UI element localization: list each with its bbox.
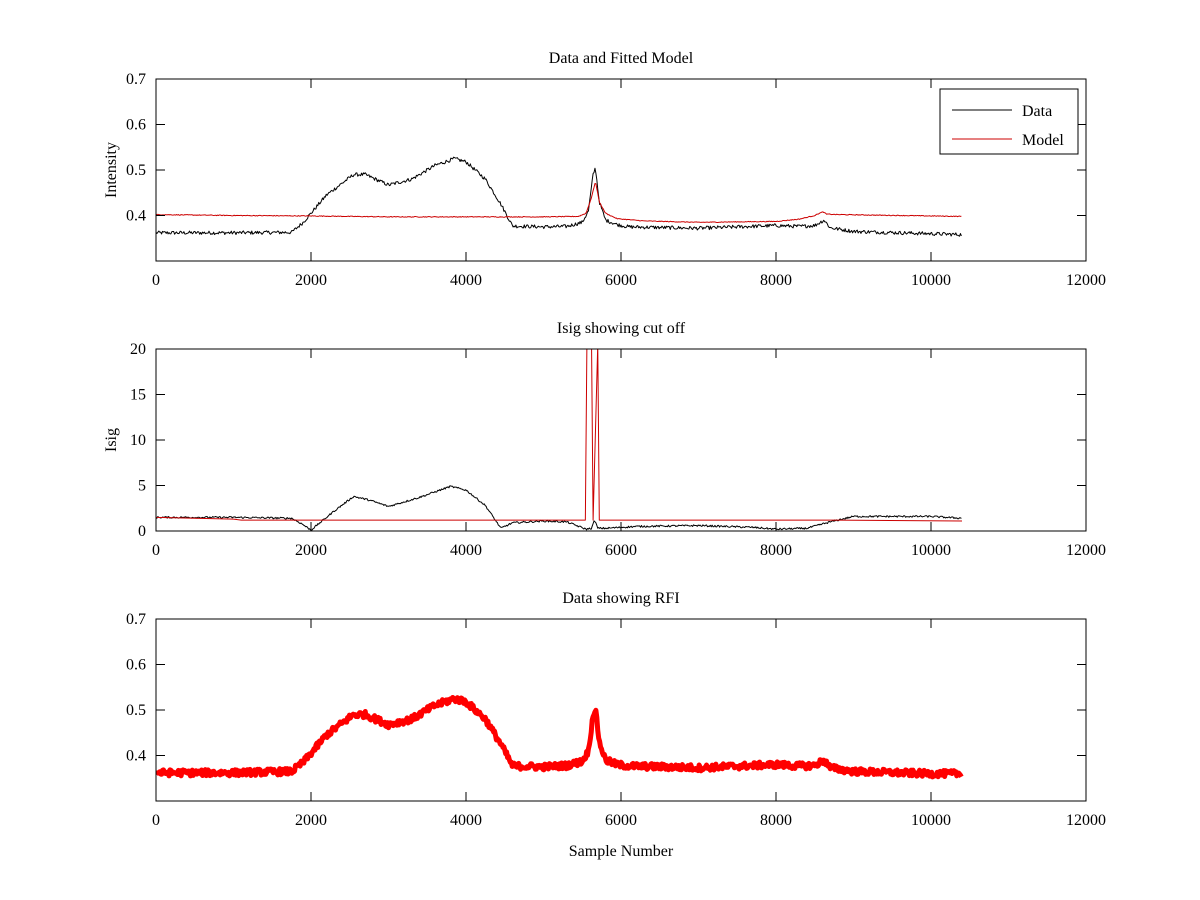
y-tick-label: 0.5 — [126, 162, 146, 179]
y-tick-label: 0.6 — [126, 117, 146, 134]
legend-label-model: Model — [1022, 132, 1064, 149]
subplot-3: 0 2000 4000 6000 8000 10000 12000 0.4 0.5 0.6 0.7 D… — [126, 590, 1106, 860]
series-data-line — [156, 156, 962, 237]
legend-label-data: Data — [1022, 103, 1052, 120]
x-tick-label: 10000 — [911, 812, 951, 829]
x-tick-label: 10000 — [911, 542, 951, 559]
subplot-2: 0 2000 4000 6000 8000 10000 12000 0 5 10 15 20 Isig … — [103, 320, 1106, 559]
x-tick-label: 6000 — [605, 812, 637, 829]
y-axis-label: Intensity — [103, 142, 120, 198]
subplot-title: Isig showing cut off — [557, 320, 686, 337]
x-tick-label: 12000 — [1066, 542, 1106, 559]
y-tick-label: 0.5 — [126, 702, 146, 719]
y-tick-label: 10 — [130, 432, 146, 449]
x-tick-label: 2000 — [295, 272, 327, 289]
y-tick-label: 15 — [130, 387, 146, 404]
x-axis-label: Sample Number — [569, 843, 674, 860]
subplots: 0 2000 4000 6000 8000 10000 120000.40.50.60.7D… — [103, 50, 1106, 860]
y-tick-label: 0.4 — [126, 208, 146, 225]
x-tick-label: 6000 — [605, 542, 637, 559]
x-tick-label: 2000 — [295, 812, 327, 829]
y-tick-label: 5 — [138, 478, 146, 495]
subplot-title: Data and Fitted Model — [549, 50, 694, 67]
x-tick-label: 12000 — [1066, 272, 1106, 289]
x-tick-label: 8000 — [760, 542, 792, 559]
subplot-1: 0 2000 4000 6000 8000 10000 12000 0.4 0.5 0.6 0.7 D… — [103, 50, 1106, 289]
y-tick-label: 0.6 — [126, 657, 146, 674]
series-rfi-line — [156, 694, 964, 780]
legend-box — [939, 88, 1079, 155]
x-tick-label: 6000 — [605, 272, 637, 289]
y-tick-label: 0.7 — [126, 611, 146, 628]
x-tick-label: 0 — [152, 542, 160, 559]
x-tick-label: 2000 — [295, 542, 327, 559]
y-tick-label: 0.4 — [126, 748, 146, 765]
x-tick-label: 4000 — [450, 542, 482, 559]
x-tick-label: 0 — [152, 272, 160, 289]
legend: Data Model — [939, 88, 1079, 155]
series-model-line — [156, 183, 962, 223]
series-isig-line — [156, 485, 962, 531]
y-axis-label: Isig — [103, 428, 120, 452]
y-tick-label: 0.7 — [126, 71, 146, 88]
x-tick-label: 12000 — [1066, 812, 1106, 829]
x-tick-label: 8000 — [760, 272, 792, 289]
x-tick-label: 0 — [152, 812, 160, 829]
series-cut-off-line — [156, 349, 963, 522]
y-tick-label: 0 — [138, 523, 146, 540]
x-tick-label: 4000 — [450, 272, 482, 289]
x-tick-label: 4000 — [450, 812, 482, 829]
x-tick-label: 10000 — [911, 272, 951, 289]
subplot-title: Data showing RFI — [562, 590, 679, 607]
x-tick-label: 8000 — [760, 812, 792, 829]
y-tick-label: 20 — [130, 341, 146, 358]
